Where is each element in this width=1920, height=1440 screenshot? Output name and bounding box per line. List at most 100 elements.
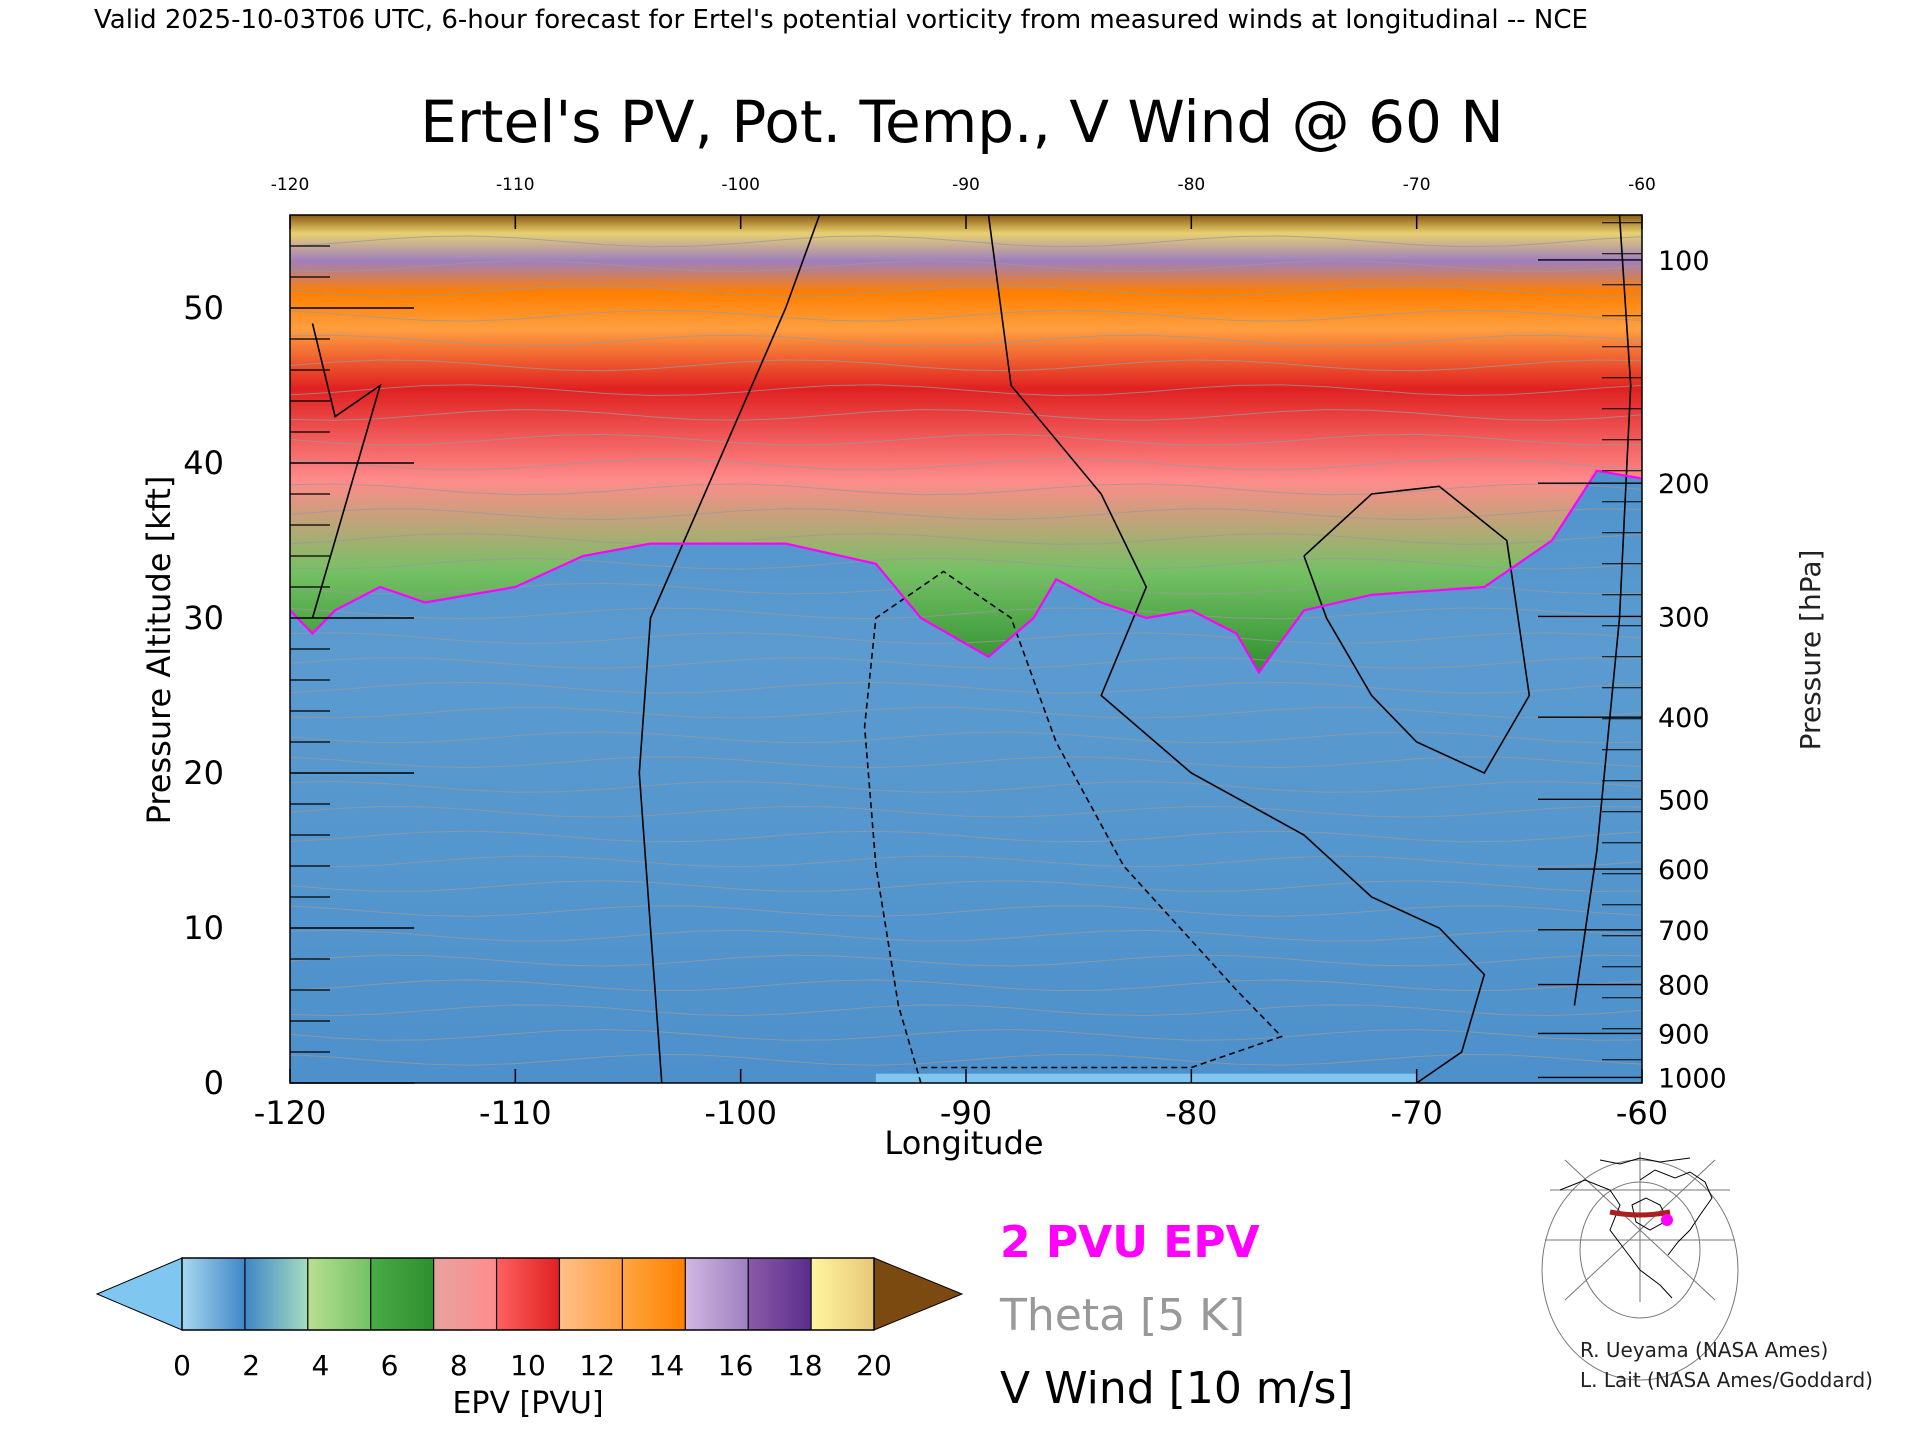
colorbar-tick-label: 0 bbox=[173, 1349, 191, 1382]
colorbar-segment bbox=[370, 1258, 435, 1330]
theta-isentrope bbox=[290, 359, 1642, 372]
legend-epv-2pvu: 2 PVU EPV bbox=[1000, 1217, 1260, 1268]
map-inset bbox=[1540, 1152, 1740, 1381]
x-tick-label-top: -70 bbox=[1403, 175, 1431, 195]
theta-isentrope bbox=[290, 780, 1642, 793]
y-tick-label: 30 bbox=[183, 599, 224, 637]
x-tick-label: -70 bbox=[1391, 1094, 1443, 1132]
x-tick-label-top: -80 bbox=[1177, 175, 1205, 195]
y2-axis-label: Pressure [hPa] bbox=[1794, 550, 1827, 751]
theta-isentrope bbox=[290, 979, 1642, 992]
legend-theta: Theta [5 K] bbox=[999, 1290, 1245, 1341]
epv-2pvu-contour bbox=[290, 469, 1642, 675]
colorbar-segment bbox=[685, 1258, 749, 1330]
theta-isentrope bbox=[290, 805, 1642, 818]
surface-low-epv-patch bbox=[875, 1073, 1417, 1083]
x-tick-label: -100 bbox=[704, 1094, 777, 1132]
theta-isentrope bbox=[290, 880, 1642, 893]
colorbar-tick-label: 14 bbox=[649, 1349, 685, 1382]
plot-area bbox=[290, 215, 1642, 1083]
colorbar-tick-label: 6 bbox=[381, 1349, 399, 1382]
x-tick-label-top: -100 bbox=[721, 175, 760, 195]
theta-isentrope bbox=[290, 905, 1642, 917]
credit-line-2: L. Lait (NASA Ames/Goddard) bbox=[1580, 1368, 1873, 1392]
theta-isentrope bbox=[290, 433, 1642, 446]
x-tick-label-top: -120 bbox=[271, 175, 310, 195]
x-tick-label: -80 bbox=[1165, 1094, 1217, 1132]
theta-isentrope bbox=[290, 483, 1642, 496]
x-tick-label-top: -90 bbox=[952, 175, 980, 195]
colorbar-segment bbox=[182, 1258, 246, 1330]
colorbar-segment bbox=[307, 1258, 372, 1330]
pressure-tick-label: 900 bbox=[1658, 1019, 1710, 1050]
credit-line-1: R. Ueyama (NASA Ames) bbox=[1580, 1338, 1828, 1362]
x-tick-label: -110 bbox=[479, 1094, 552, 1132]
colorbar-segment bbox=[496, 1258, 560, 1330]
theta-isentrope bbox=[290, 235, 1642, 248]
pressure-tick-label: 300 bbox=[1658, 602, 1710, 633]
pressure-tick-label: 600 bbox=[1658, 855, 1710, 886]
colorbar-segment bbox=[748, 1258, 812, 1330]
y-tick-label: 0 bbox=[204, 1064, 224, 1102]
theta-isentrope bbox=[290, 855, 1642, 868]
theta-isentrope bbox=[290, 681, 1642, 694]
colorbar-segment bbox=[559, 1258, 623, 1330]
colorbar-tick-label: 2 bbox=[242, 1349, 260, 1382]
colorbar-tick-label: 12 bbox=[579, 1349, 615, 1382]
pressure-tick-label: 400 bbox=[1658, 703, 1710, 734]
colorbar-frame bbox=[181, 1257, 875, 1331]
theta-isentrope bbox=[290, 830, 1642, 843]
legend-vwind: V Wind [10 m/s] bbox=[1000, 1363, 1354, 1414]
legend: 2 PVU EPV Theta [5 K] V Wind [10 m/s] bbox=[999, 1217, 1354, 1414]
theta-isentrope bbox=[290, 731, 1642, 744]
x-axis-label: Longitude bbox=[884, 1124, 1043, 1162]
vwind-contour-zero bbox=[638, 215, 821, 1083]
x-tick-label: -60 bbox=[1616, 1094, 1668, 1132]
colorbar-segment bbox=[622, 1258, 686, 1330]
theta-isentrope bbox=[290, 384, 1642, 397]
y-tick-label: 10 bbox=[183, 909, 224, 947]
pressure-tick-label: 700 bbox=[1658, 916, 1710, 947]
theta-isentrope bbox=[290, 929, 1642, 942]
map-section-line bbox=[1609, 1209, 1671, 1218]
colorbar-label: EPV [PVU] bbox=[452, 1386, 603, 1421]
colorbar-segment bbox=[433, 1258, 498, 1330]
colorbar: 0 2 4 6 8 10 12 14 16 18 20 EPV [PVU] bbox=[95, 1257, 964, 1421]
vwind-contour-negative bbox=[863, 570, 1283, 1083]
colorbar-tick-label: 8 bbox=[450, 1349, 468, 1382]
theta-isentrope bbox=[290, 1028, 1642, 1041]
colorbar-over-triangle bbox=[873, 1257, 964, 1331]
colorbar-tick-label: 4 bbox=[311, 1349, 329, 1382]
theta-isentrope bbox=[290, 260, 1642, 273]
theta-isentrope bbox=[290, 756, 1642, 769]
pressure-tick-label: 500 bbox=[1658, 785, 1710, 816]
colorbar-tick-label: 18 bbox=[787, 1349, 823, 1382]
pressure-tick-label: 200 bbox=[1658, 469, 1710, 500]
theta-isentrope bbox=[290, 285, 1642, 297]
vwind-contour-east-edge bbox=[1573, 215, 1632, 1006]
theta-isentrope bbox=[290, 557, 1642, 570]
chart-title: Ertel's PV, Pot. Temp., V Wind @ 60 N bbox=[420, 88, 1503, 156]
colorbar-segment bbox=[244, 1258, 309, 1330]
y-tick-label: 40 bbox=[183, 444, 224, 482]
pressure-tick-label: 100 bbox=[1658, 246, 1710, 277]
colorbar-under-triangle bbox=[95, 1257, 183, 1331]
x-tick-label-top: -110 bbox=[496, 175, 535, 195]
x-tick-label: -120 bbox=[254, 1094, 327, 1132]
pressure-tick-label: 800 bbox=[1658, 971, 1710, 1002]
colorbar-tick-label: 20 bbox=[856, 1349, 892, 1382]
theta-isentrope bbox=[290, 1053, 1642, 1066]
theta-isentrope bbox=[290, 458, 1642, 471]
vwind-contour-zero-east bbox=[987, 215, 1486, 1083]
vwind-contour-positive bbox=[1303, 485, 1531, 775]
vwind-contour-west bbox=[311, 323, 382, 619]
theta-isentrope bbox=[290, 533, 1642, 545]
theta-isentrope bbox=[290, 409, 1642, 421]
theta-isentrope bbox=[290, 706, 1642, 719]
theta-isentrope bbox=[290, 607, 1642, 620]
x-tick-label-top: -60 bbox=[1628, 175, 1656, 195]
theta-isentrope bbox=[290, 1004, 1642, 1017]
colorbar-tick-label: 16 bbox=[718, 1349, 754, 1382]
theta-isentrope bbox=[290, 508, 1642, 521]
map-location-marker bbox=[1661, 1214, 1673, 1226]
